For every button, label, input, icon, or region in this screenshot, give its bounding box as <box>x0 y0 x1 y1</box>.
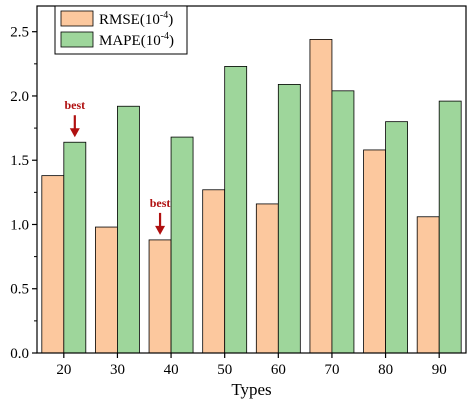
x-tick-label: 70 <box>324 362 339 378</box>
annotation-label: best <box>64 98 85 112</box>
annotations: best best <box>64 98 170 235</box>
legend-label-rmse: RMSE(10-4) <box>99 10 173 28</box>
legend-unit-base: 10 <box>146 33 161 49</box>
bar-rmse-70 <box>309 39 333 354</box>
annotation-label: best <box>150 196 171 210</box>
bar-rmse-20 <box>41 175 65 354</box>
bar-mape-40 <box>170 136 194 354</box>
x-tick-label: 80 <box>378 362 393 378</box>
y-tick-label: 1.5 <box>10 153 29 169</box>
annotation-arrow-head <box>155 225 166 235</box>
legend-series-name: RMSE <box>99 12 140 28</box>
legend-label-mape: MAPE(10-4) <box>99 31 174 49</box>
bar-rmse-80 <box>363 149 386 354</box>
legend-series-name: MAPE <box>99 33 141 49</box>
y-tick-label: 2.5 <box>10 25 29 41</box>
legend-unit-exponent: -4 <box>160 10 168 21</box>
legend-swatch-mape <box>60 31 94 48</box>
x-axis-title: Types <box>231 380 271 399</box>
plot-frame <box>36 5 467 354</box>
bars <box>41 39 462 354</box>
bar-mape-60 <box>277 83 301 354</box>
x-axis: 20 30 40 50 60 70 80 90 <box>56 353 447 378</box>
bar-mape-90 <box>438 100 462 354</box>
bar-mape-20 <box>63 141 87 354</box>
y-tick-label: 2.0 <box>10 89 29 105</box>
legend-unit-exponent: -4 <box>161 31 169 42</box>
legend-unit-base: 10 <box>145 12 160 28</box>
y-tick-label: 0.0 <box>10 346 29 362</box>
bar-rmse-30 <box>95 226 118 354</box>
bar-mape-30 <box>117 105 140 354</box>
bar-mape-50 <box>224 66 248 354</box>
bar-mape-70 <box>331 90 355 354</box>
legend: RMSE(10-4) MAPE(10-4) <box>54 5 188 55</box>
x-tick-label: 20 <box>56 362 71 378</box>
x-tick-label: 90 <box>432 362 447 378</box>
x-tick-label: 60 <box>271 362 286 378</box>
y-tick-label: 1.0 <box>10 217 29 233</box>
legend-swatch-rmse <box>60 10 94 27</box>
bar-mape-80 <box>385 121 408 354</box>
bar-rmse-50 <box>202 189 226 354</box>
bar-rmse-40 <box>148 239 172 354</box>
x-tick-label: 50 <box>217 362 232 378</box>
x-tick-label: 30 <box>110 362 125 378</box>
y-tick-label: 0.5 <box>10 282 29 298</box>
bar-rmse-60 <box>255 203 279 354</box>
annotation-arrow-head <box>69 128 80 138</box>
x-tick-label: 40 <box>164 362 179 378</box>
bar-rmse-90 <box>416 216 440 354</box>
y-axis: 0.0 0.5 1.0 1.5 2.0 2.5 <box>10 25 37 362</box>
